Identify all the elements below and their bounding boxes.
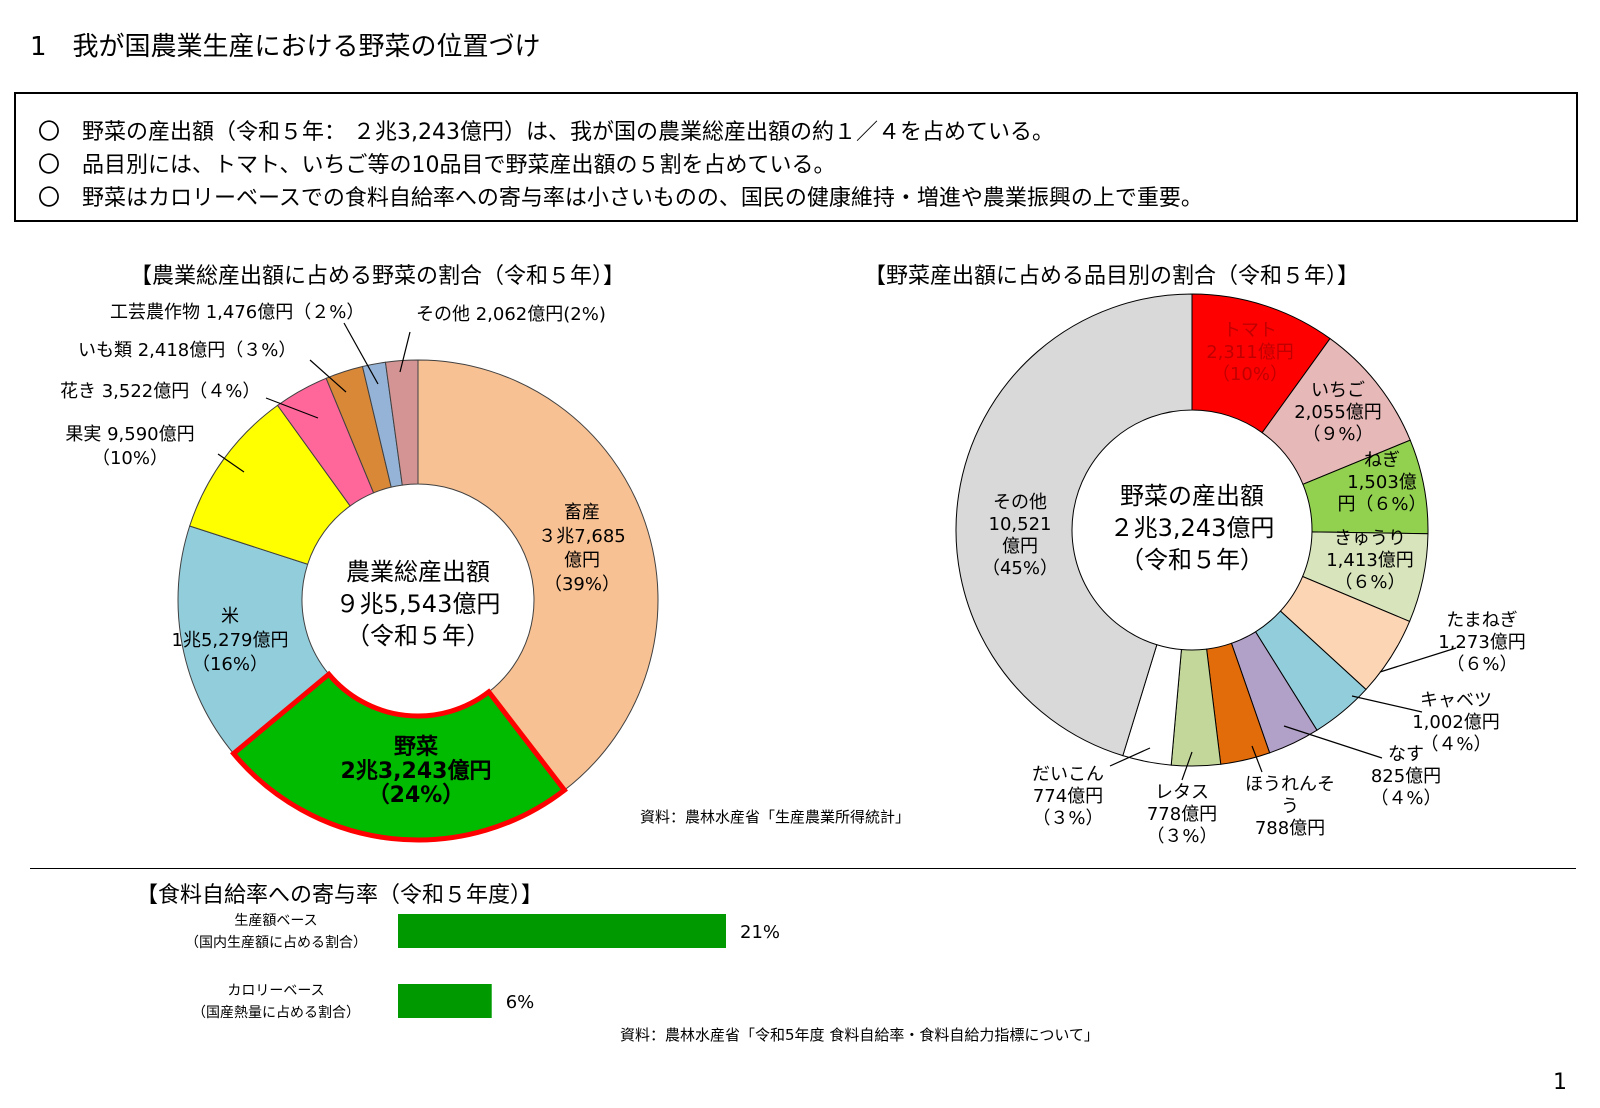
bar-生産額ベース (398, 914, 726, 948)
pie-label-なす: 825億円 (1371, 766, 1441, 787)
pie-slice-highlight-border (230, 670, 568, 843)
pie-label-米: 1兆5,279億円 (172, 630, 289, 651)
pie-center-label: ９兆5,543億円 (336, 590, 501, 618)
pie-label-野菜: （24%） (368, 783, 465, 808)
pie-label-ほうれんそう: う (1281, 796, 1299, 817)
pie-label-野菜: 野菜 (394, 735, 438, 760)
pie-label-ねぎ: ねぎ (1364, 450, 1400, 471)
pie-label-畜産: （39%） (544, 574, 620, 595)
pie-center-label: （令和５年） (346, 622, 490, 650)
pie-label-米: 米 (221, 606, 239, 627)
pie-label-トマト: （10%） (1212, 364, 1288, 385)
pie-label-その他: （45%） (982, 558, 1058, 579)
source-note-self-sufficiency: 資料：農林水産省「令和5年度 食料自給率・食料自給力指標について」 (620, 1026, 1099, 1044)
bar-category-label: 生産額ベース (234, 913, 317, 929)
bar-value-label: 6% (506, 992, 535, 1013)
pie-label-野菜: 2兆3,243億円 (341, 758, 492, 784)
leader-line-果実 (217, 453, 245, 473)
pie-label-きゅうり: （６%） (1334, 572, 1405, 593)
pie-label-きゅうり: 1,413億円 (1326, 550, 1414, 571)
pie-slice-米 (177, 525, 330, 755)
divider (30, 868, 1576, 869)
summary-bullet: 〇 品目別には、トマト、いちご等の10品目で野菜産出額の５割を占めている。 (38, 153, 836, 178)
summary-box: 〇 野菜の産出額（令和５年： ２兆3,243億円）は、我が国の農業総産出額の約１… (14, 92, 1578, 222)
pie-label-キャベツ: 1,002億円 (1412, 712, 1500, 733)
pie-slice-その他 (955, 293, 1193, 757)
pie-label-なす: （４%） (1370, 788, 1441, 809)
pie-label-トマト: トマト (1223, 320, 1277, 341)
pie-label-きゅうり: きゅうり (1334, 528, 1406, 549)
chart-title-agri: 【農業総産出額に占める野菜の割合（令和５年）】 (130, 264, 626, 289)
pie-label-いちご: いちご (1311, 380, 1365, 401)
bar-value-label: 21% (740, 922, 780, 943)
leader-line-ほうれんそう (1251, 745, 1263, 773)
pie-label-いちご: （９%） (1302, 424, 1373, 445)
pie-label-ほうれんそう: ほうれんそ (1245, 774, 1335, 795)
pie-label-だいこん: だいこん (1032, 764, 1104, 785)
pie-label-だいこん: （３%） (1032, 808, 1103, 829)
pie-label-畜産: ３兆7,685 (538, 526, 626, 547)
pie-label-ねぎ: 円（６%） (1337, 494, 1426, 515)
pie-label-キャベツ: キャベツ (1420, 690, 1492, 711)
pie-label-果実: 果実 9,590億円 (65, 424, 194, 445)
pie-label-たまねぎ: たまねぎ (1446, 610, 1517, 631)
bar-category-sublabel: （国産熱量に占める割合） (192, 1004, 360, 1021)
leader-line-だいこん (1109, 747, 1151, 767)
page-number: 1 (1553, 1070, 1567, 1095)
leader-line-いも類 (309, 359, 347, 393)
pie-slice-畜産 (417, 359, 659, 791)
leader-line-その他 (399, 331, 411, 373)
chart-title-veg: 【野菜産出額に占める品目別の割合（令和５年）】 (864, 264, 1360, 289)
summary-bullet: 〇 野菜の産出額（令和５年： ２兆3,243億円）は、我が国の農業総産出額の約１… (38, 120, 1054, 145)
pie-label-いも類: いも類 2,418億円（３%） (78, 340, 296, 361)
bar-カロリーベース (398, 984, 492, 1018)
pie-label-花き: 花き 3,522億円（４%） (60, 381, 260, 402)
leader-line-たまねぎ (1379, 647, 1457, 673)
pie-label-その他: その他 (993, 492, 1047, 513)
leader-line-レタス (1181, 751, 1193, 781)
pie-label-トマト: 2,311億円 (1206, 342, 1294, 363)
leader-line-なす (1283, 725, 1383, 759)
pie-label-畜産: 畜産 (564, 502, 600, 523)
pie-label-その他: 10,521 (989, 514, 1052, 535)
pie-label-米: （16%） (192, 654, 268, 675)
pie-label-いちご: 2,055億円 (1294, 402, 1382, 423)
leader-line-キャベツ (1351, 695, 1423, 713)
pie-label-工芸農作物: 工芸農作物 1,476億円（２%） (110, 302, 364, 323)
bar-category-sublabel: （国内生産額に占める割合） (185, 934, 367, 951)
self-sufficiency-chart-title: 【食料自給率への寄与率（令和５年度）】 (136, 883, 544, 908)
pie-center-label: 農業総産出額 (346, 558, 490, 586)
pie-label-だいこん: 774億円 (1033, 786, 1103, 807)
pie-slice-その他 (384, 359, 419, 486)
bar-category-label: カロリーベース (227, 983, 324, 999)
pie-label-畜産: 億円 (564, 550, 600, 571)
pie-label-たまねぎ: 1,273億円 (1438, 632, 1526, 653)
pie-label-キャベツ: （４%） (1420, 734, 1491, 755)
pie-label-レタス: 778億円 (1147, 804, 1217, 825)
pie-center-label: 野菜の産出額 (1120, 482, 1264, 510)
pie-label-その他: 億円 (1002, 536, 1038, 557)
pie-center-label: （令和５年） (1120, 546, 1264, 574)
pie-label-レタス: レタス (1155, 782, 1209, 803)
pie-label-なす: なす (1388, 744, 1424, 765)
pie-label-その他: その他 2,062億円(2%) (416, 304, 606, 325)
leader-line-花き (265, 397, 319, 419)
pie-label-ねぎ: 1,503億 (1347, 472, 1417, 493)
leader-line-工芸農作物 (343, 322, 379, 385)
pie-label-たまねぎ: （６%） (1446, 654, 1517, 675)
summary-bullet: 〇 野菜はカロリーベースでの食料自給率への寄与率は小さいものの、国民の健康維持・… (38, 186, 1203, 211)
pie-label-果実: （10%） (92, 448, 168, 469)
pie-label-ほうれんそう: 788億円 (1255, 818, 1325, 839)
source-note-agri: 資料：農林水産省「生産農業所得統計」 (640, 808, 911, 826)
pie-label-レタス: （３%） (1146, 826, 1217, 847)
pie-center-label: ２兆3,243億円 (1110, 514, 1275, 542)
page-title: 1 我が国農業生産における野菜の位置づけ (30, 32, 541, 62)
